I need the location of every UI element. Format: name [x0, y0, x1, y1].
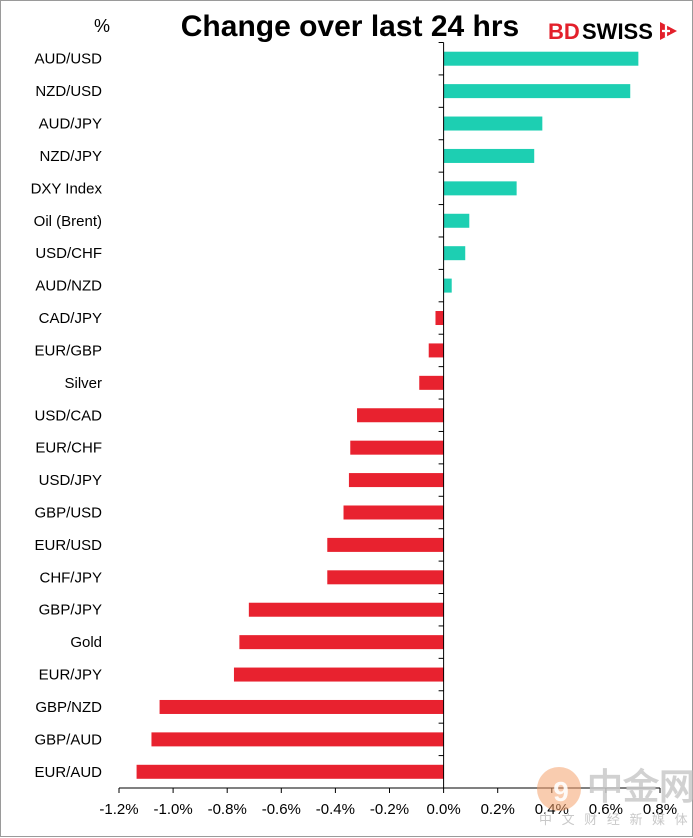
bar-aud-jpy [443, 116, 543, 131]
unit-label: % [94, 16, 110, 36]
watermark: 9 中金网 中 文 财 经 新 媒 体 [537, 766, 693, 827]
bar-gbp-usd [343, 505, 444, 520]
category-label: CHF/JPY [39, 569, 102, 586]
bar-silver [419, 375, 444, 390]
bar-eur-aud [136, 764, 444, 779]
x-tick-label: 0.8% [643, 801, 677, 818]
category-label: AUD/JPY [39, 116, 102, 133]
category-label: Oil (Brent) [34, 213, 102, 230]
bar-gbp-aud [151, 732, 444, 747]
bar-usd-cad [357, 408, 444, 423]
watermark-main: 中金网 [587, 766, 693, 807]
y-tick-marks [438, 42, 444, 789]
brand-cross-icon [662, 25, 670, 37]
category-label: Gold [70, 634, 102, 651]
bar-eur-usd [327, 537, 444, 552]
category-label: USD/JPY [39, 472, 102, 489]
bar-eur-jpy [233, 667, 444, 682]
bar-aud-usd [443, 51, 639, 66]
category-label: USD/CAD [34, 407, 102, 424]
category-label: EUR/JPY [39, 667, 102, 684]
x-tick-label: 0.6% [589, 801, 623, 818]
x-tick-label: -0.8% [208, 801, 247, 818]
category-label: GBP/AUD [34, 731, 102, 748]
category-label: GBP/NZD [35, 699, 102, 716]
bar-gbp-nzd [159, 699, 444, 714]
category-label: Silver [64, 375, 102, 392]
bar-usd-jpy [348, 473, 444, 488]
brand-logo: BD SWISS [548, 19, 677, 44]
category-label: EUR/CHF [35, 440, 102, 457]
x-tick-label: -1.0% [154, 801, 193, 818]
bar-aud-nzd [443, 278, 452, 293]
brand-logo-prefix: BD [548, 19, 580, 44]
bar-dxy-index [443, 181, 517, 196]
x-tick-label: 0.0% [426, 801, 460, 818]
bar-gbp-jpy [248, 602, 444, 617]
bar-eur-chf [350, 440, 444, 455]
category-label: EUR/USD [34, 537, 102, 554]
category-label: EUR/AUD [34, 764, 102, 781]
bar-oil-brent [443, 213, 470, 228]
x-tick-label: -0.6% [262, 801, 301, 818]
category-label: DXY Index [31, 180, 103, 197]
bars-group [136, 51, 639, 779]
bar-nzd-usd [443, 84, 631, 99]
category-label: GBP/JPY [39, 602, 102, 619]
bar-chf-jpy [327, 570, 444, 585]
category-label: CAD/JPY [39, 310, 102, 327]
x-tick-label: -1.2% [99, 801, 138, 818]
category-label: EUR/GBP [34, 342, 102, 359]
brand-logo-suffix: SWISS [582, 19, 653, 44]
watermark-glyph-icon: 9 [553, 776, 569, 807]
category-label: AUD/USD [34, 51, 102, 68]
chart-title: Change over last 24 hrs [181, 10, 519, 43]
category-label: NZD/USD [35, 83, 102, 100]
category-label: USD/CHF [35, 245, 102, 262]
category-labels: AUD/USD NZD/USD AUD/JPY NZD/JPY DXY Index Oil… [31, 51, 103, 781]
category-label: AUD/NZD [35, 278, 102, 295]
watermark-circle-icon [537, 767, 581, 811]
bar-usd-chf [443, 246, 466, 261]
category-label: GBP/USD [34, 504, 102, 521]
x-tick-label: 0.2% [481, 801, 515, 818]
bar-nzd-jpy [443, 148, 535, 163]
x-tick-label: -0.4% [316, 801, 355, 818]
bar-eur-gbp [428, 343, 444, 358]
category-label: NZD/JPY [39, 148, 102, 165]
bar-cad-jpy [435, 311, 444, 326]
bar-gold [239, 635, 444, 650]
watermark-sub: 中 文 财 经 新 媒 体 [539, 812, 691, 827]
x-tick-label: -0.2% [370, 801, 409, 818]
